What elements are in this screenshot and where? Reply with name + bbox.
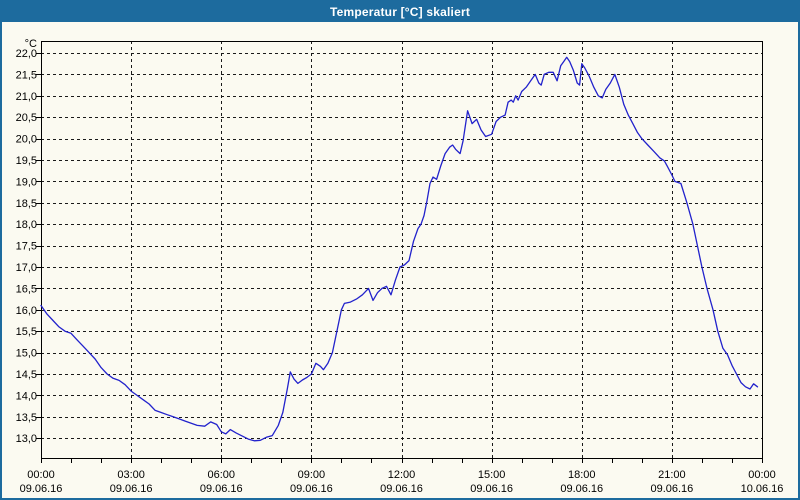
x-tick-date-label: 09.06.16	[650, 483, 693, 495]
y-tick-label: 18,0	[16, 219, 37, 231]
y-tick-label: 19,0	[16, 176, 37, 188]
x-tick-time-label: 06:00	[207, 469, 235, 481]
y-tick-label: 17,5	[16, 241, 37, 253]
y-axis-labels: 22,0 21,5 21,0 20,5 20,0 19,5 19,0 18,5 18,0 17,5…	[16, 48, 37, 445]
temperature-line	[40, 56, 759, 442]
y-tick-label: 19,5	[16, 155, 37, 167]
chart-area: 22,0 21,5 21,0 20,5 20,0 19,5 19,0 18,5 18,0 17,5…	[2, 22, 798, 498]
x-tick-time-label: 12:00	[388, 469, 416, 481]
x-tick-time-label: 00:00	[27, 469, 55, 481]
y-tick-label: 18,5	[16, 198, 37, 210]
x-axis-labels: 00:00 09.06.16 03:00 09.06.16 06:00 09.06.16 0…	[20, 469, 784, 495]
title-bar: Temperatur [°C] skaliert	[2, 2, 798, 22]
y-tick-label: 20,5	[16, 112, 37, 124]
x-tick-date-label: 09.06.16	[380, 483, 423, 495]
x-tick-time-label: 21:00	[658, 469, 686, 481]
x-tick-time-label: 09:00	[298, 469, 326, 481]
x-tick-date-label: 09.06.16	[200, 483, 243, 495]
y-tick-label: 14,5	[16, 369, 37, 381]
x-tick-time-label: 15:00	[478, 469, 506, 481]
y-tick-label: 16,0	[16, 305, 37, 317]
x-tick-time-label: 03:00	[117, 469, 145, 481]
y-tick-label: 14,0	[16, 390, 37, 402]
x-tick-date-label: 10.06.16	[741, 483, 784, 495]
x-tick-date-label: 09.06.16	[470, 483, 513, 495]
x-tick-date-label: 09.06.16	[110, 483, 153, 495]
y-tick-label: 16,5	[16, 283, 37, 295]
x-tick-date-label: 09.06.16	[560, 483, 603, 495]
y-tick-label: 21,0	[16, 91, 37, 103]
y-tick-label: 13,5	[16, 412, 37, 424]
axis-ticks	[36, 53, 763, 463]
y-tick-label: 15,0	[16, 348, 37, 360]
y-tick-label: 22,0	[16, 48, 37, 60]
grid-lines	[41, 41, 762, 458]
x-tick-time-label: 00:00	[748, 469, 776, 481]
temperature-chart: 22,0 21,5 21,0 20,5 20,0 19,5 19,0 18,5 18,0 17,5…	[16, 38, 784, 495]
x-tick-time-label: 18:00	[568, 469, 596, 481]
x-tick-date-label: 09.06.16	[290, 483, 333, 495]
window-title: Temperatur [°C] skaliert	[329, 5, 471, 19]
y-tick-label: 13,0	[16, 433, 37, 445]
y-tick-label: 20,0	[16, 134, 37, 146]
x-tick-date-label: 09.06.16	[20, 483, 63, 495]
y-tick-label: 15,5	[16, 326, 37, 338]
y-tick-label: 21,5	[16, 69, 37, 81]
y-axis-unit: °C	[25, 38, 37, 50]
y-tick-label: 17,0	[16, 262, 37, 274]
